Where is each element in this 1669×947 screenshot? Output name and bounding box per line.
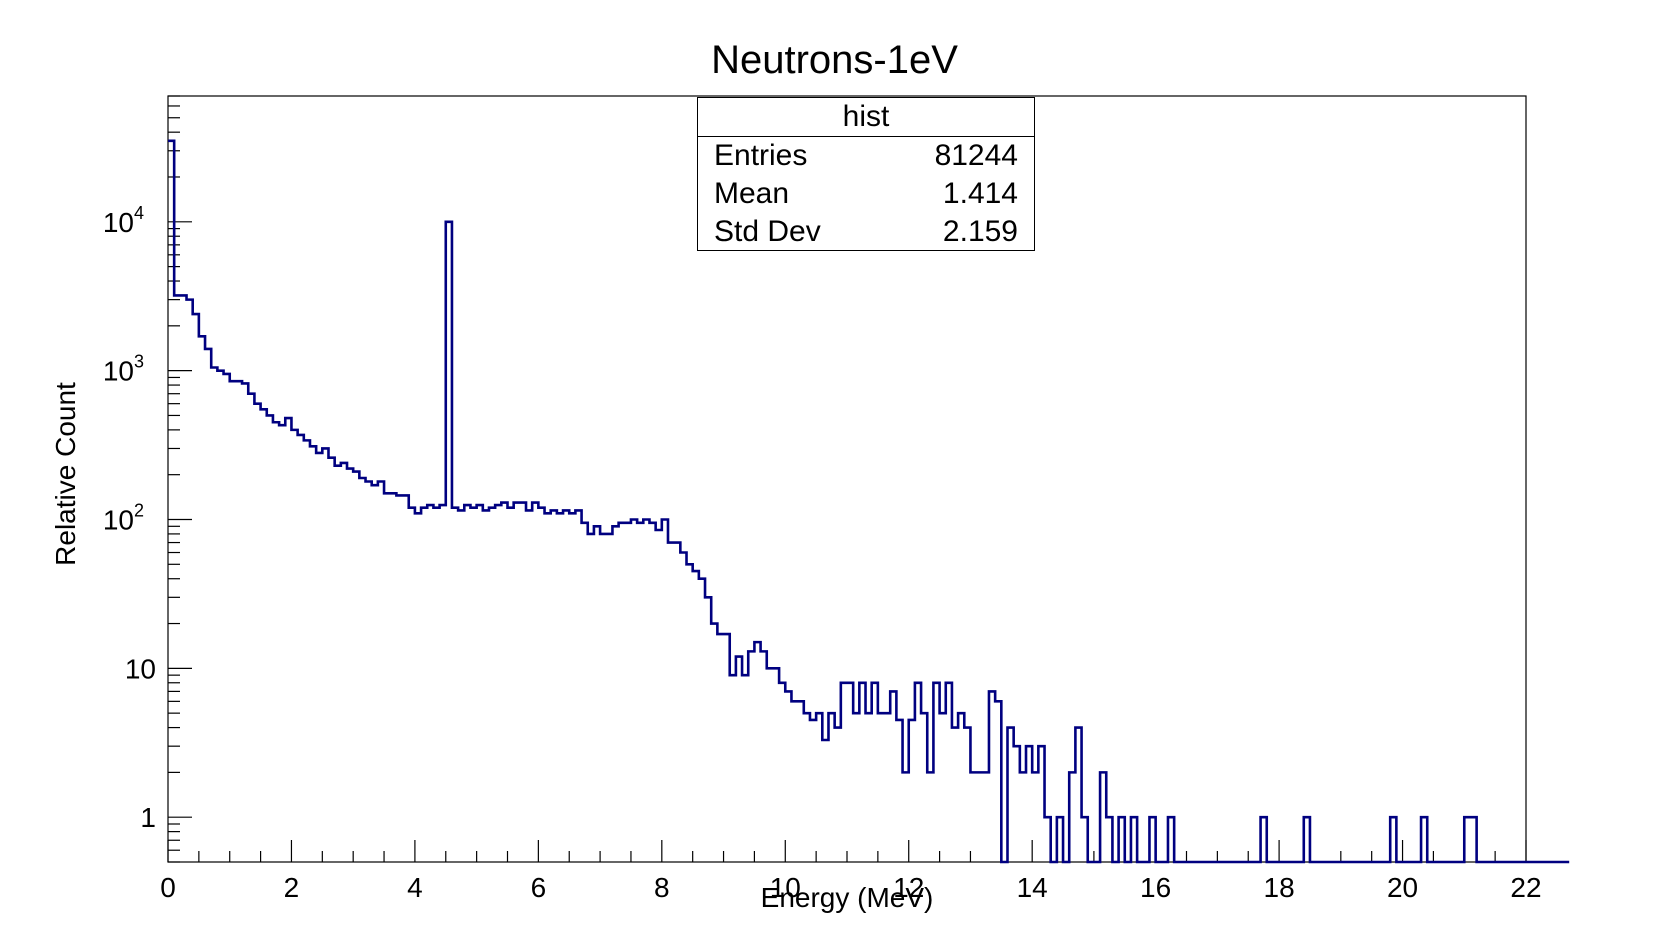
y-tick-label: 102 [103,500,144,535]
x-tick-label: 6 [531,872,547,903]
stats-label: Mean [714,177,790,210]
chart-title: Neutrons-1eV [711,38,958,82]
x-tick-label: 10 [770,872,801,903]
x-tick-label: 8 [654,872,670,903]
y-axis-label: Relative Count [50,382,81,566]
x-tick-label: 4 [407,872,423,903]
y-tick-label: 1 [140,802,156,833]
x-tick-label: 2 [284,872,300,903]
x-tick-label: 16 [1140,872,1171,903]
stats-box: hist Entries 81244 Mean 1.414 Std Dev 2.… [697,97,1035,251]
stats-box-title: hist [698,98,1034,137]
histogram-line [168,139,1570,864]
stats-row-stddev: Std Dev 2.159 [698,213,1034,251]
stats-label: Entries [714,139,808,172]
stats-row-entries: Entries 81244 [698,137,1034,175]
axis-tick-labels: 0 2 4 6 8 10 12 14 16 18 20 22 1 10 102 103 104 [103,203,1542,903]
y-tick-label: 10 [125,653,156,684]
x-tick-label: 18 [1264,872,1295,903]
y-tick-exponent: 3 [134,352,144,372]
x-tick-label: 22 [1510,872,1541,903]
stats-value: 2.159 [942,215,1018,248]
y-tick-label: 103 [103,352,144,387]
stats-value: 81244 [934,139,1018,172]
x-tick-label: 14 [1017,872,1048,903]
x-axis-label: Energy (MeV) [760,882,934,913]
y-tick-label: 104 [103,203,144,238]
y-tick-exponent: 4 [134,203,144,223]
stats-value: 1.414 [942,177,1018,210]
x-tick-label: 20 [1387,872,1418,903]
stats-row-mean: Mean 1.414 [698,175,1034,213]
x-tick-label: 12 [893,872,924,903]
x-tick-label: 0 [160,872,176,903]
y-tick-exponent: 2 [134,500,144,520]
stats-label: Std Dev [714,215,821,248]
